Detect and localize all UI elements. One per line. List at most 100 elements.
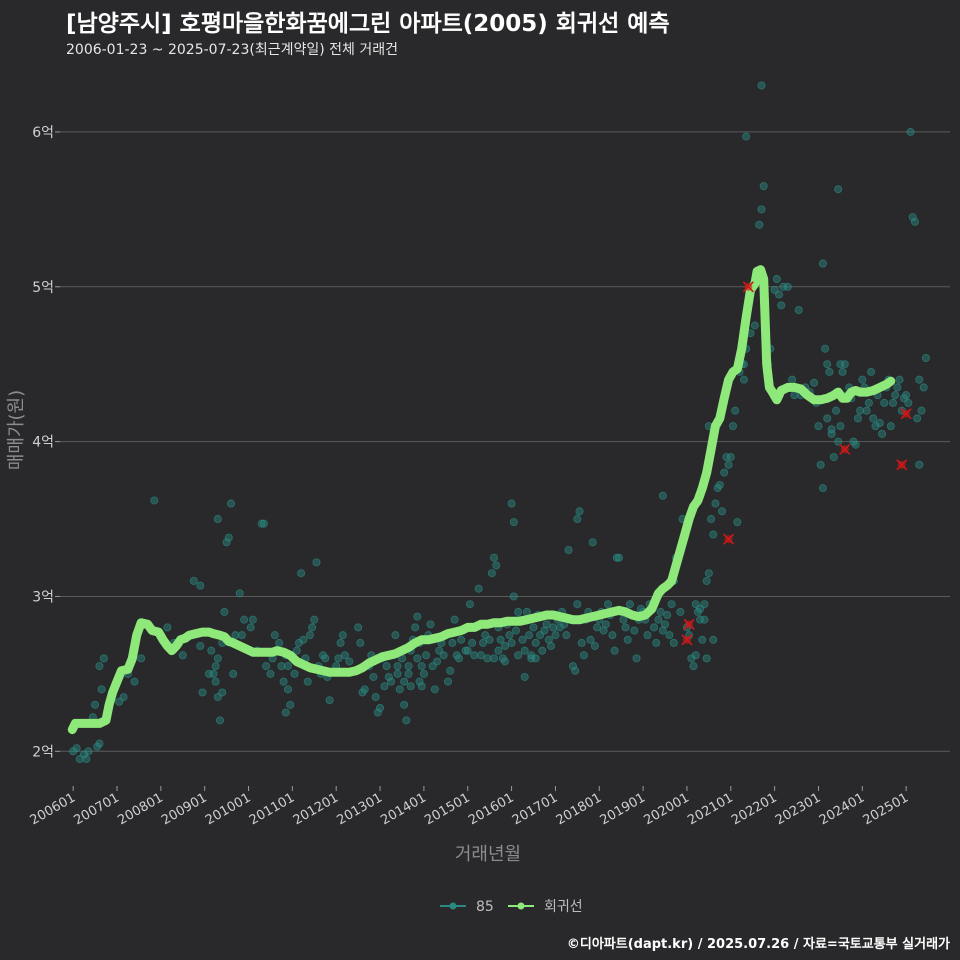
legend: 85 회귀선: [440, 899, 583, 915]
data-point: [119, 693, 128, 702]
data-point: [687, 654, 696, 663]
data-point: [864, 398, 873, 407]
data-point: [733, 518, 742, 527]
data-point: [283, 685, 292, 694]
legend-item-regression[interactable]: 회귀선: [508, 899, 583, 915]
data-point: [213, 515, 222, 524]
y-tick-label-4: 6억: [32, 125, 54, 141]
data-point: [818, 484, 827, 493]
data-point: [691, 651, 700, 660]
data-point: [853, 414, 862, 423]
data-point: [525, 631, 534, 640]
data-point: [479, 638, 488, 647]
data-point: [507, 499, 516, 508]
data-point: [875, 419, 884, 428]
x-tick-label-17: 202301: [773, 790, 823, 828]
data-point: [211, 662, 220, 671]
data-point: [95, 739, 104, 748]
data-point: [709, 635, 718, 644]
data-point: [643, 631, 652, 640]
data-point: [213, 654, 222, 663]
data-point: [880, 398, 889, 407]
data-point: [614, 553, 623, 562]
x-tick-label-7: 201301: [335, 790, 385, 828]
data-point: [72, 744, 81, 753]
data-point: [568, 662, 577, 671]
data-point: [400, 677, 409, 686]
data-point: [731, 406, 740, 415]
data-point: [538, 646, 547, 655]
outlier-layer: [681, 281, 912, 646]
data-point: [836, 360, 845, 369]
data-point: [281, 708, 290, 717]
x-tick-label-11: 201701: [510, 790, 560, 828]
data-point: [623, 635, 632, 644]
data-point: [588, 538, 597, 547]
data-point: [178, 651, 187, 660]
legend-item-85[interactable]: 85: [440, 899, 494, 915]
data-point: [457, 635, 466, 644]
data-point: [726, 453, 735, 462]
data-point: [514, 607, 523, 616]
outlier-marker: [900, 408, 912, 420]
data-point: [463, 646, 472, 655]
data-point: [404, 669, 413, 678]
data-point: [908, 213, 917, 222]
data-point: [266, 669, 275, 678]
data-point: [579, 651, 588, 660]
data-point: [487, 569, 496, 578]
data-point: [577, 638, 586, 647]
data-point: [387, 677, 396, 686]
data-point: [759, 182, 768, 191]
data-point: [667, 600, 676, 609]
data-point: [297, 569, 306, 578]
data-point: [775, 290, 784, 299]
data-point: [226, 499, 235, 508]
data-point: [700, 615, 709, 624]
data-point: [832, 406, 841, 415]
data-point: [257, 519, 266, 528]
data-point: [465, 600, 474, 609]
data-point: [520, 672, 529, 681]
legend-label-regression: 회귀선: [544, 899, 583, 915]
data-point: [601, 620, 610, 629]
data-point: [825, 367, 834, 376]
data-point: [702, 576, 711, 585]
legend-swatch-regression-dot: [517, 902, 525, 910]
regression-line-layer: [67, 265, 896, 735]
y-tick-label-2: 4억: [32, 435, 54, 451]
x-tick-label-19: 202501: [861, 790, 911, 828]
data-point: [661, 620, 670, 629]
grid-layer: [60, 131, 950, 752]
data-point: [696, 604, 705, 613]
data-point: [505, 631, 514, 640]
data-point: [724, 460, 733, 469]
data-point: [391, 631, 400, 640]
data-point: [862, 406, 871, 415]
x-tick-label-18: 202401: [817, 790, 867, 828]
data-point: [275, 638, 284, 647]
data-point: [218, 688, 227, 697]
x-tick-label-10: 201601: [466, 790, 516, 828]
data-point: [415, 677, 424, 686]
outlier-marker: [742, 281, 754, 293]
data-point: [312, 558, 321, 567]
data-point: [893, 383, 902, 392]
data-point: [222, 538, 231, 547]
data-point: [718, 507, 727, 516]
data-point: [834, 437, 843, 446]
data-point: [573, 515, 582, 524]
data-point: [246, 623, 255, 632]
data-point: [380, 682, 389, 691]
y-tick-label-1: 3억: [32, 589, 54, 605]
data-point: [476, 651, 485, 660]
data-point: [889, 398, 898, 407]
data-point: [704, 569, 713, 578]
data-point: [511, 626, 520, 635]
data-point: [555, 623, 564, 632]
data-point: [279, 677, 288, 686]
x-tick-label-4: 201001: [203, 790, 253, 828]
data-point: [283, 662, 292, 671]
data-point: [696, 615, 705, 624]
